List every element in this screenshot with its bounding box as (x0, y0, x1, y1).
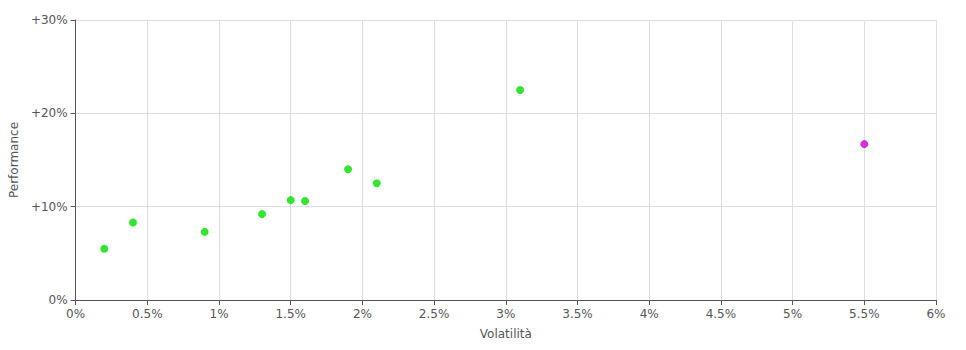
svg-text:2%: 2% (353, 307, 372, 321)
svg-text:+20%: +20% (31, 106, 68, 120)
svg-text:Performance: Performance (7, 122, 21, 198)
svg-text:+10%: +10% (31, 200, 68, 214)
svg-text:5%: 5% (783, 307, 802, 321)
svg-text:3%: 3% (496, 307, 515, 321)
svg-text:2.5%: 2.5% (419, 307, 450, 321)
svg-text:0%: 0% (66, 307, 85, 321)
svg-text:0.5%: 0.5% (132, 307, 163, 321)
svg-text:1.5%: 1.5% (275, 307, 306, 321)
svg-text:4.5%: 4.5% (706, 307, 737, 321)
svg-text:5.5%: 5.5% (849, 307, 880, 321)
svg-text:+30%: +30% (31, 13, 68, 27)
svg-text:3.5%: 3.5% (562, 307, 593, 321)
svg-text:1%: 1% (209, 307, 228, 321)
svg-text:Volatilità: Volatilità (480, 327, 532, 341)
svg-text:6%: 6% (926, 307, 945, 321)
svg-text:0%: 0% (49, 293, 68, 307)
svg-text:4%: 4% (640, 307, 659, 321)
